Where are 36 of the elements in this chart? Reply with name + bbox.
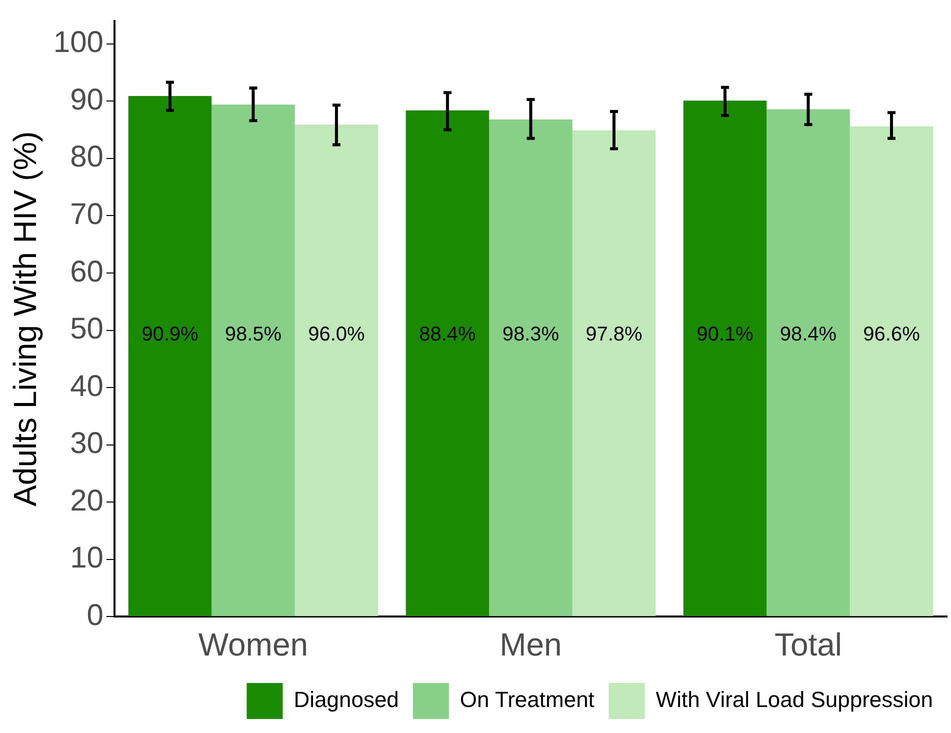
y-tick-label: 50 — [70, 312, 104, 346]
y-tick-label: 30 — [70, 427, 104, 460]
bar — [489, 120, 572, 616]
bar — [850, 126, 934, 616]
annotation: 96.6% — [863, 323, 920, 346]
x-tick-label: Women — [198, 626, 308, 663]
x-tick-label: Total — [774, 626, 842, 663]
annotation: 90.9% — [142, 323, 199, 346]
bar — [212, 104, 295, 616]
bar — [766, 109, 850, 616]
annotation: 97.8% — [586, 323, 643, 346]
annotation: 96.0% — [308, 323, 366, 346]
y-tick-label: 70 — [70, 198, 104, 231]
legend-label: Diagnosed — [294, 687, 399, 712]
annotation: 98.4% — [780, 323, 837, 346]
bar — [406, 110, 490, 616]
y-tick-label: 0 — [86, 598, 104, 632]
bar — [572, 130, 656, 616]
y-axis-title: Adults Living With HIV (%) — [7, 131, 44, 506]
legend-label: On Treatment — [460, 687, 594, 712]
y-tick-label: 10 — [70, 542, 104, 575]
bar — [128, 96, 212, 616]
y-tick-label: 80 — [70, 140, 104, 174]
annotation: 98.5% — [224, 323, 282, 346]
x-tick-label: Men — [500, 626, 562, 663]
y-tick-label: 60 — [70, 255, 104, 288]
bar — [683, 100, 767, 616]
y-tick-label: 90 — [70, 83, 104, 116]
annotation: 88.4% — [419, 323, 476, 346]
y-tick-label: 100 — [53, 26, 104, 60]
annotation: 90.1% — [696, 323, 754, 346]
bar — [294, 124, 378, 616]
legend-label: With Viral Load Suppression — [656, 687, 934, 712]
annotation: 98.3% — [502, 323, 560, 346]
y-tick-label: 20 — [70, 484, 104, 518]
y-tick-label: 40 — [70, 370, 104, 403]
